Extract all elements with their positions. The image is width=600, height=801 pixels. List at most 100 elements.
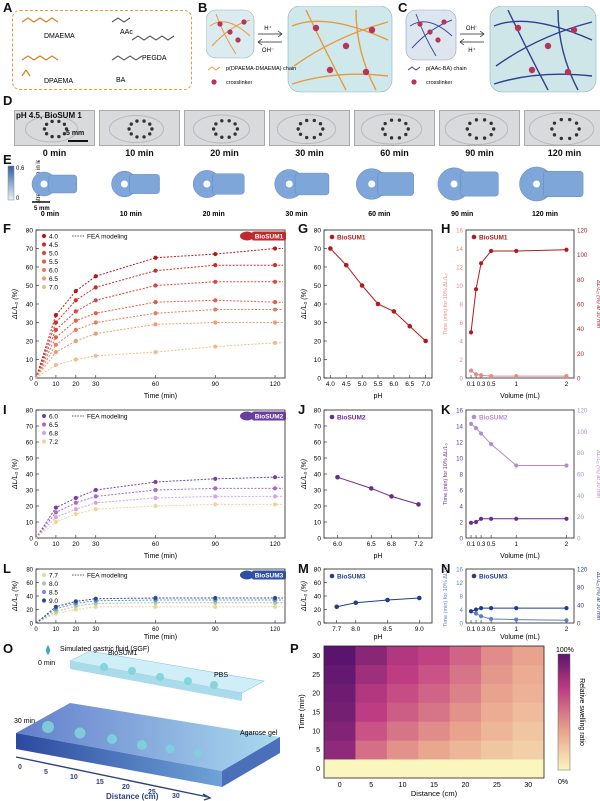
y-tick-label: 10 (312, 728, 320, 735)
marker-dot (474, 136, 479, 140)
x-tick-label: 10 (53, 627, 60, 633)
data-point (564, 516, 569, 521)
d-frame (439, 110, 520, 146)
heatmap-cell (324, 759, 356, 779)
y-tick-label: 30 (314, 320, 322, 327)
data-point (473, 287, 479, 292)
heatmap-cell (481, 646, 513, 666)
x-tick-label: 0 (34, 541, 38, 548)
marker-dot (574, 133, 579, 137)
d-frame (524, 110, 600, 146)
data-point (53, 320, 59, 325)
marker-dot (559, 117, 563, 122)
marker-dot (492, 127, 496, 131)
marker-dot (404, 132, 408, 137)
legend-marker (329, 414, 335, 420)
marker-dot (404, 121, 408, 126)
y-tick-label: 80 (314, 228, 322, 235)
data-point (514, 248, 519, 254)
data-point (391, 309, 397, 314)
marker-dot (552, 121, 557, 125)
badge-label: BioSUM1 (255, 234, 284, 241)
monomer-box (12, 10, 192, 90)
e-device-body (460, 171, 499, 197)
fea-curve (35, 342, 283, 379)
fea-curve (35, 602, 283, 624)
marker-dot (227, 119, 231, 123)
marker-dot (64, 127, 69, 131)
marker-dot (406, 127, 410, 131)
data-point (514, 374, 519, 379)
marker-dot (381, 127, 385, 131)
data-point (213, 320, 218, 325)
fea-curve (35, 322, 283, 379)
y-tick-label: 40 (26, 472, 34, 479)
marker-dot (127, 127, 131, 131)
marker-dot (318, 132, 323, 136)
fea-curve (35, 599, 283, 624)
heatmap-cell (481, 721, 513, 741)
legend-marker (471, 234, 477, 240)
data-point (53, 335, 59, 340)
x-axis-label: pH (374, 393, 383, 400)
label-biosum1: BioSUM1 (108, 650, 138, 657)
chart-f: 0 10 20 30 60 90 120 0 10 20 30 40 50 60 70 80 Time (min… (12, 228, 286, 400)
panel-c-network: OH⁻ H⁺ p(AAc-BA) chain crosslinker (405, 6, 597, 93)
x-tick-label: 60 (152, 627, 159, 633)
series-line (470, 610, 567, 621)
marker-dot (142, 119, 146, 123)
y-tick-label: 10 (456, 283, 463, 290)
y-tick-label: 20 (26, 608, 33, 614)
badge-icon (240, 231, 254, 241)
y-tick-label: 60 (314, 580, 322, 587)
data-point (478, 261, 484, 266)
data-point (153, 487, 158, 493)
x-tick-label: 0.1 (467, 626, 476, 633)
marker-dot (321, 127, 325, 131)
p-cbar-max: 100% (556, 647, 574, 654)
x-tick-label: 9.0 (415, 626, 424, 633)
e-device-hole (203, 180, 211, 188)
legend-label: BioSUM3 (479, 574, 508, 581)
x-tick-label: 30 (524, 782, 532, 789)
legend-chain-c: p(AAc-BA) chain (426, 66, 467, 72)
o-tick-30: 30 (172, 793, 180, 800)
fea-curve (35, 299, 283, 379)
device-outline (528, 112, 595, 145)
data-point (93, 298, 98, 303)
d-time-label: 20 min (210, 148, 239, 158)
chart-i: 0 10 20 30 60 90 120 0 10 20 30 40 50 60 70 80 Time (min… (12, 408, 286, 560)
y-axis-label: ΔL/L₀ (%) (12, 581, 19, 612)
data-point (478, 516, 484, 521)
x-tick-label: 30 (92, 627, 99, 633)
y-tick-label: 10 (314, 520, 322, 527)
plot-frame (465, 229, 575, 379)
x-tick-label: 5.5 (373, 381, 382, 388)
e-device-body (129, 174, 160, 194)
y2-tick-label: 120 (577, 228, 588, 235)
heatmap-cell (418, 664, 451, 685)
label-0min: 0 min (38, 660, 55, 667)
x-tick-label: 7.2 (414, 541, 423, 548)
d-frame (354, 110, 435, 146)
y2-tick-label: 60 (577, 472, 584, 479)
y-tick-label: 60 (26, 265, 34, 272)
data-point (93, 487, 98, 493)
marker-dot (465, 127, 469, 131)
y-tick-label: 50 (314, 283, 322, 290)
series-line (337, 476, 419, 505)
series-line (470, 518, 567, 524)
data-point (489, 616, 494, 622)
legend-marker (41, 589, 47, 595)
data-point (489, 374, 494, 379)
data-point (468, 330, 474, 335)
y-tick-label: 25 (312, 672, 320, 679)
x-tick-label: 90 (212, 541, 220, 548)
marker-dot (142, 135, 146, 139)
panel-o-illustration: Simulated gastric fluid (SGF) 0 min BioS… (14, 645, 280, 801)
marker-dot (129, 122, 133, 126)
panel-label-f: F (3, 221, 11, 236)
plot-frame (35, 409, 286, 539)
panel-label-g: G (298, 221, 309, 236)
y-tick-label: 0 (317, 536, 321, 543)
